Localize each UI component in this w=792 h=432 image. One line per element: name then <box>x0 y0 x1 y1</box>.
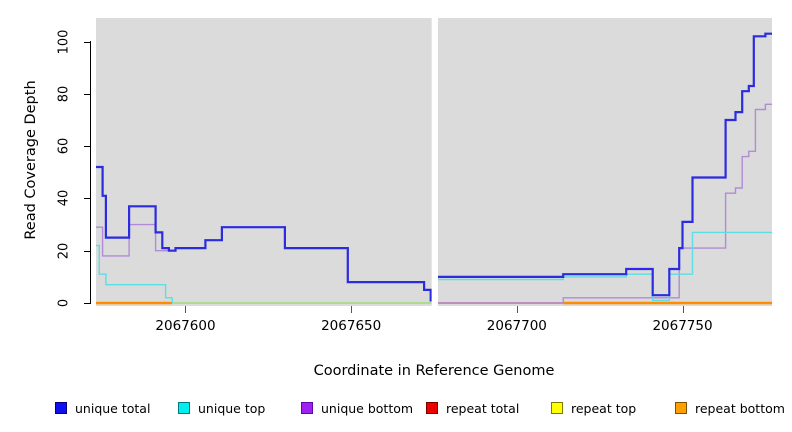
legend-swatch-unique-bottom <box>301 402 313 414</box>
y-tick-label: 80 <box>56 85 72 103</box>
series-unique-top <box>438 231 772 302</box>
legend-label: repeat total <box>446 400 520 416</box>
legend-item: unique total <box>55 399 150 417</box>
legend-label: unique top <box>198 400 266 416</box>
x-tick-label: 2067600 <box>155 318 216 334</box>
series-unique-bottom <box>96 223 432 302</box>
y-tick-mark <box>84 146 91 147</box>
legend-swatch-repeat-total <box>426 402 438 414</box>
x-tick-mark <box>185 306 186 313</box>
y-tick-label: 40 <box>56 190 72 207</box>
legend-item: repeat top <box>551 399 636 417</box>
plot-panel <box>96 18 772 306</box>
x-tick-label: 2067700 <box>486 318 547 334</box>
coverage-step-lines <box>96 18 772 306</box>
y-tick-mark <box>84 303 91 304</box>
legend-label: unique bottom <box>321 400 414 416</box>
x-tick-label: 2067750 <box>652 318 713 334</box>
series-unique-bottom <box>438 103 772 304</box>
masked-gap <box>431 18 438 306</box>
legend-label: unique total <box>75 400 151 416</box>
y-tick-label: 0 <box>56 298 72 308</box>
series-unique-total <box>96 165 432 302</box>
legend-label: repeat top <box>571 400 637 416</box>
y-tick-label: 100 <box>56 29 72 54</box>
legend-item: repeat total <box>426 399 519 417</box>
legend-swatch-repeat-top <box>551 402 563 414</box>
legend-swatch-repeat-bottom <box>675 402 687 414</box>
legend-item: unique top <box>178 399 265 417</box>
x-tick-mark <box>683 306 684 313</box>
x-tick-mark <box>351 306 352 313</box>
y-tick-label: 60 <box>56 137 72 155</box>
x-tick-label: 2067650 <box>321 318 382 334</box>
x-axis-title: Coordinate in Reference Genome <box>313 363 555 379</box>
series-unique-top <box>96 244 173 303</box>
y-axis-line <box>90 41 91 304</box>
y-axis-title: Read Coverage Depth <box>23 80 39 240</box>
y-tick-mark <box>84 94 91 95</box>
series-unique-total <box>438 32 772 297</box>
legend-item: unique bottom <box>301 399 413 417</box>
y-tick-mark <box>84 198 91 199</box>
chart-legend: unique total unique top unique bottom re… <box>0 399 792 421</box>
y-tick-mark <box>84 42 91 43</box>
legend-swatch-unique-total <box>55 402 67 414</box>
y-tick-mark <box>84 251 91 252</box>
legend-item: repeat bottom <box>675 399 785 417</box>
y-tick-label: 20 <box>56 242 72 259</box>
x-tick-mark <box>517 306 518 313</box>
legend-swatch-unique-top <box>178 402 190 414</box>
legend-label: repeat bottom <box>695 400 785 416</box>
